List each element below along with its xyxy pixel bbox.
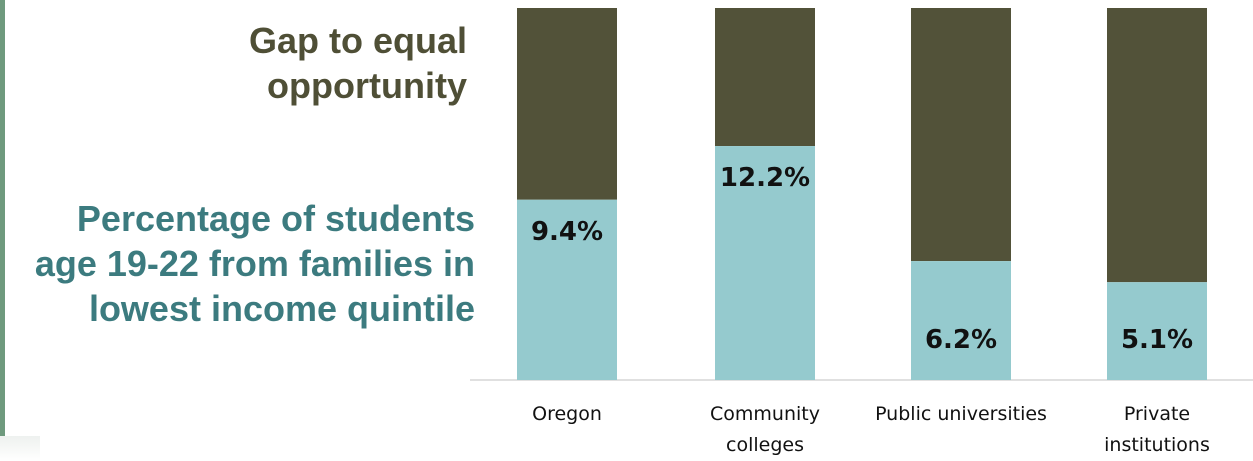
percentage-bar-segment <box>517 199 617 380</box>
category-label: Oregon <box>532 403 602 425</box>
left-edge-stripe <box>0 0 5 436</box>
percentage-bar-segment <box>715 146 815 380</box>
gap-bar-segment <box>911 8 1011 262</box>
value-label: 9.4% <box>531 217 603 247</box>
gap-bar-segment <box>517 8 617 200</box>
value-label: 5.1% <box>1121 325 1193 355</box>
value-label: 6.2% <box>925 325 997 355</box>
category-label: Public universities <box>875 403 1047 425</box>
legend-percentage-label: Percentage of students age 19-22 from fa… <box>34 198 475 329</box>
category-label: Private institutions <box>1104 403 1210 456</box>
left-edge-fade <box>0 436 40 461</box>
percentage-bar-segment <box>1107 282 1207 380</box>
percentage-bar-segment <box>911 261 1011 380</box>
gap-bar-segment <box>715 8 815 147</box>
category-label: Community colleges <box>710 403 820 456</box>
legend-gap-label: Gap to equal opportunity <box>248 20 467 106</box>
value-label: 12.2% <box>720 163 810 193</box>
gap-bar-segment <box>1107 8 1207 283</box>
